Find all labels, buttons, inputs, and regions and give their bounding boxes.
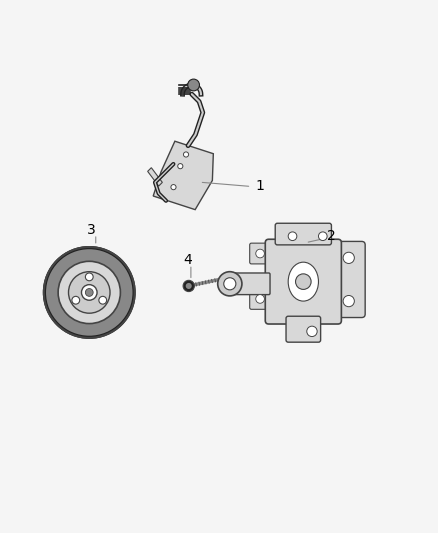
Circle shape — [188, 79, 199, 91]
Circle shape — [68, 272, 110, 313]
Circle shape — [296, 274, 311, 289]
Circle shape — [343, 295, 354, 306]
Circle shape — [184, 152, 189, 157]
Circle shape — [46, 249, 133, 336]
Circle shape — [47, 251, 131, 335]
Circle shape — [51, 254, 128, 331]
Circle shape — [178, 164, 183, 169]
Text: 4: 4 — [184, 253, 192, 267]
Circle shape — [52, 255, 127, 330]
Circle shape — [53, 256, 125, 328]
Circle shape — [171, 184, 176, 190]
Circle shape — [44, 247, 134, 338]
Circle shape — [49, 253, 129, 332]
FancyBboxPatch shape — [250, 243, 275, 264]
FancyBboxPatch shape — [250, 288, 275, 309]
Polygon shape — [148, 168, 162, 186]
Text: 2: 2 — [327, 229, 336, 243]
FancyBboxPatch shape — [229, 273, 270, 295]
Circle shape — [288, 232, 297, 240]
Circle shape — [99, 296, 106, 304]
Circle shape — [318, 232, 327, 240]
Circle shape — [85, 273, 93, 281]
Circle shape — [256, 249, 265, 258]
Circle shape — [54, 257, 124, 327]
Text: 1: 1 — [256, 180, 265, 193]
Circle shape — [72, 296, 80, 304]
Circle shape — [85, 288, 93, 296]
Circle shape — [56, 259, 123, 326]
Circle shape — [224, 278, 236, 290]
Circle shape — [81, 285, 97, 300]
FancyBboxPatch shape — [286, 316, 321, 342]
FancyBboxPatch shape — [335, 241, 365, 318]
Circle shape — [183, 280, 194, 292]
Polygon shape — [153, 141, 213, 209]
Circle shape — [256, 295, 265, 303]
FancyBboxPatch shape — [265, 239, 341, 324]
Circle shape — [49, 252, 130, 333]
Ellipse shape — [288, 262, 318, 301]
Circle shape — [307, 326, 317, 336]
Circle shape — [343, 252, 354, 263]
Circle shape — [58, 261, 120, 324]
Circle shape — [57, 260, 122, 325]
FancyBboxPatch shape — [275, 223, 332, 245]
Circle shape — [186, 283, 192, 289]
Text: 3: 3 — [87, 223, 96, 237]
Circle shape — [218, 272, 242, 296]
